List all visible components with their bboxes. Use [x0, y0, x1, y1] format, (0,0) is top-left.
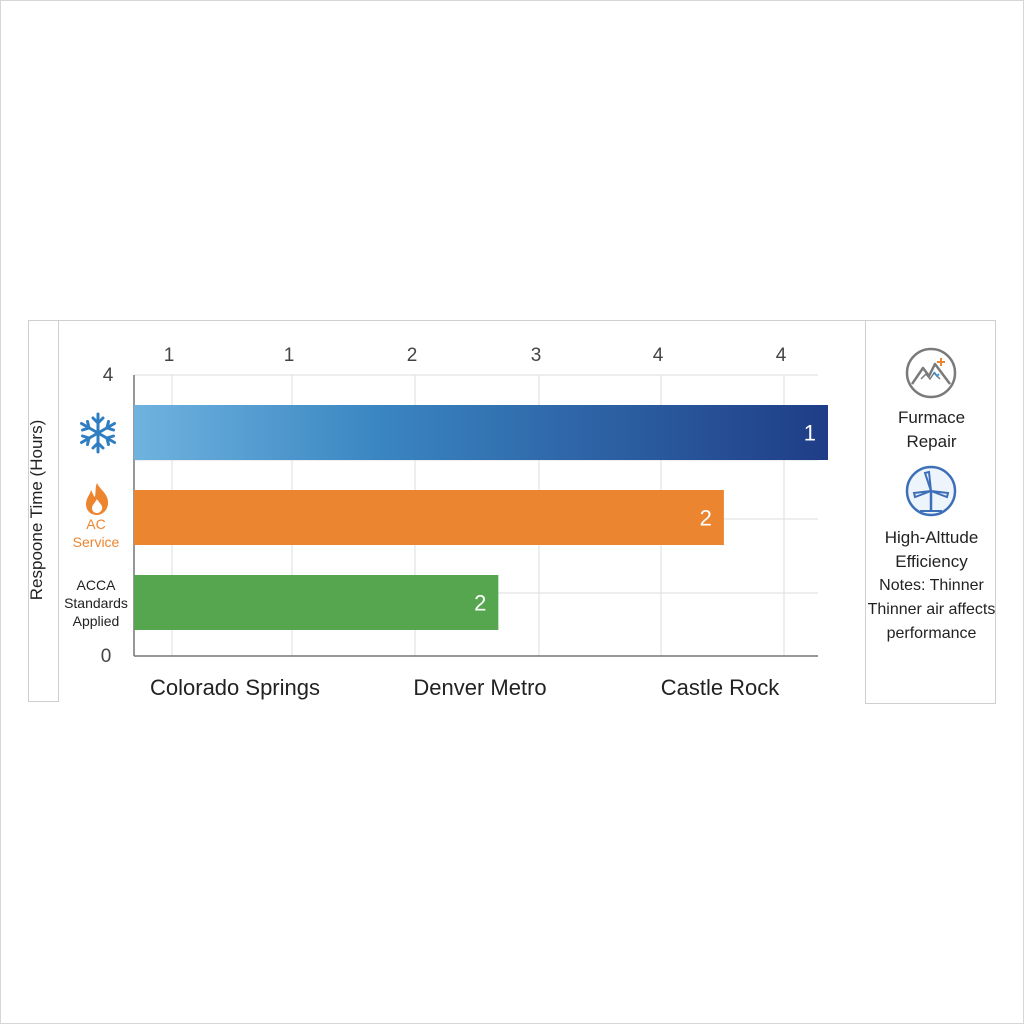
- bar-1: [134, 490, 724, 545]
- y-tick-label-top: 4: [103, 365, 114, 386]
- bar-0: [134, 405, 828, 460]
- top-tick-label-0: 1: [164, 345, 175, 366]
- top-border: [28, 320, 866, 321]
- top-tick-label-2: 2: [407, 345, 418, 366]
- high-altitude-line-4: Thinner air affects: [867, 601, 996, 618]
- y-tick-label-bottom: 0: [101, 646, 112, 667]
- flame-icon: [86, 483, 109, 515]
- category-label-0: Colorado Springs: [150, 675, 320, 700]
- furnace-repair-label-2: Repair: [906, 432, 957, 451]
- top-tick-label-1: 1: [284, 345, 295, 366]
- bar-data-label-2: 2: [474, 591, 486, 616]
- category-label-2: Castle Rock: [661, 675, 781, 700]
- snowflake-icon: [80, 412, 116, 454]
- y-axis-panel: [28, 320, 59, 702]
- bar-data-label-0: 1: [804, 421, 816, 446]
- high-altitude-line-2: Efficiency: [895, 552, 968, 571]
- bar-2: [134, 575, 499, 630]
- high-altitude-line-3: Notes: Thinner: [879, 577, 984, 594]
- windmill-icon: [905, 465, 957, 517]
- top-tick-label-5: 4: [776, 345, 787, 366]
- side-panel: Furmace Repair High-Alttude Efficiency N…: [865, 320, 996, 704]
- bar-data-label-1: 2: [700, 506, 712, 531]
- category-label-1: Denver Metro: [413, 675, 546, 700]
- furnace-repair-label-1: Furmace: [897, 408, 966, 427]
- top-tick-label-3: 3: [531, 345, 542, 366]
- top-tick-label-4: 4: [653, 345, 664, 366]
- mountain-icon: [905, 347, 957, 399]
- high-altitude-line-5: performance: [886, 625, 977, 642]
- high-altitude-line-1: High-Alttude: [884, 528, 979, 547]
- row-label-ac-service: AC Service: [72, 516, 120, 550]
- row-label-acca: ACCA Standards Applied: [64, 577, 128, 629]
